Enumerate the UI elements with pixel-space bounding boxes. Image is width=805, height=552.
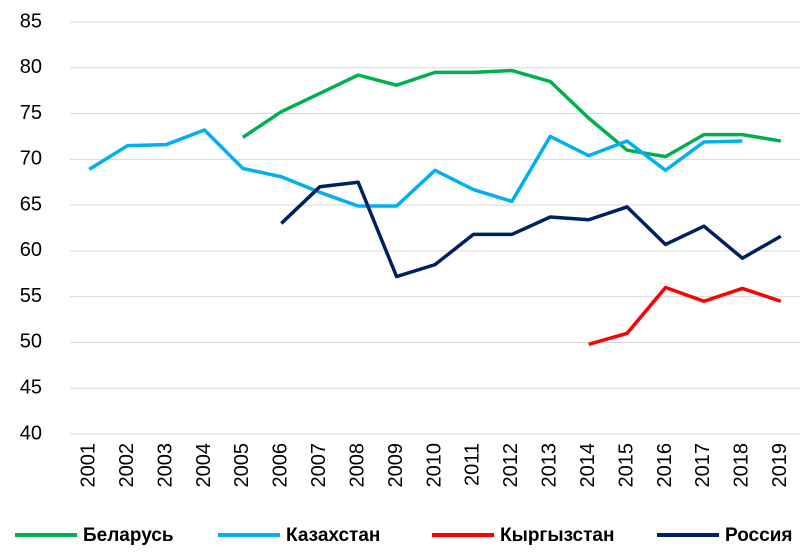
y-tick-label: 60 [20, 239, 42, 261]
y-tick-label: 80 [20, 56, 42, 78]
legend-label: Казахстан [286, 525, 380, 546]
x-tick-label: 2007 [308, 443, 330, 488]
x-tick-label: 2001 [77, 443, 99, 488]
x-tick-label: 2016 [654, 443, 676, 488]
x-tick-label: 2003 [154, 443, 176, 488]
y-tick-label: 40 [20, 422, 42, 444]
x-tick-label: 2009 [385, 443, 407, 488]
y-tick-label: 85 [20, 10, 42, 32]
x-tick-label: 2002 [116, 443, 138, 488]
x-tick-label: 2018 [731, 443, 753, 488]
legend-label: Россия [725, 525, 792, 546]
y-tick-label: 45 [20, 377, 42, 399]
x-tick-label: 2014 [577, 443, 599, 488]
x-tick-label: 2004 [193, 443, 215, 488]
x-tick-label: 2017 [692, 443, 714, 488]
y-tick-label: 65 [20, 193, 42, 215]
legend-label: Беларусь [83, 525, 174, 546]
series-line [280, 180, 782, 279]
x-tick-label: 2008 [346, 443, 368, 488]
series-line [588, 285, 782, 346]
y-tick-label: 50 [20, 331, 42, 353]
y-tick-label: 55 [20, 285, 42, 307]
x-tick-label: 2011 [462, 443, 484, 486]
x-tick-label: 2019 [769, 443, 791, 488]
y-tick-label: 75 [20, 102, 42, 124]
x-tick-label: 2010 [423, 443, 445, 488]
y-tick-label: 70 [20, 148, 42, 170]
legend-label: Кыргызстан [500, 525, 614, 546]
x-tick-label: 2015 [615, 443, 637, 488]
series-line [241, 68, 782, 159]
x-tick-label: 2005 [231, 443, 253, 488]
x-tick-label: 2006 [270, 443, 292, 488]
x-tick-label: 2013 [539, 443, 561, 488]
series-line [88, 128, 743, 208]
x-tick-label: 2012 [500, 443, 522, 488]
